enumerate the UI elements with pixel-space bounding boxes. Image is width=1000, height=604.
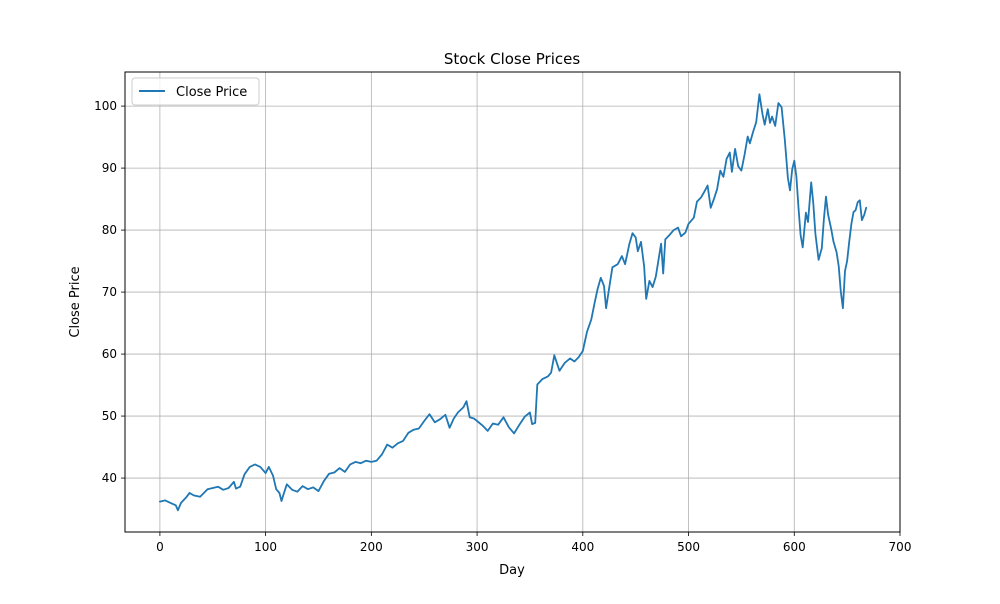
x-tick-label: 500	[677, 540, 700, 554]
y-tick-label: 80	[102, 223, 117, 237]
plot-frame	[124, 71, 901, 533]
x-tick-label: 300	[466, 540, 489, 554]
legend-box	[131, 77, 260, 106]
series-layer	[159, 93, 868, 512]
x-tick-label: 0	[156, 540, 164, 554]
x-tick-label: 100	[254, 540, 277, 554]
chart-title: Stock Close Prices	[444, 50, 581, 68]
x-axis-label: Day	[499, 563, 525, 578]
y-tick-label: 70	[102, 285, 117, 299]
x-tick-label: 700	[889, 540, 912, 554]
y-tick-label: 90	[102, 161, 117, 175]
y-tick-label: 50	[102, 409, 117, 423]
legend-label: Close Price	[176, 85, 247, 100]
x-tick-label: 600	[783, 540, 806, 554]
y-tick-label: 40	[102, 471, 117, 485]
legend: Close Price	[131, 77, 260, 106]
y-tick-label: 60	[102, 347, 117, 361]
x-tick-label: 400	[571, 540, 594, 554]
y-axis-label: Close Price	[68, 266, 83, 337]
close-price-series-line	[159, 93, 868, 512]
x-tick-label: 200	[360, 540, 383, 554]
y-axis-ticks: 40 50 60 70 80 90 100	[94, 99, 125, 485]
y-tick-label: 100	[94, 99, 117, 113]
x-axis-ticks: 0 100 200 300 400 500 600 700	[156, 532, 911, 554]
